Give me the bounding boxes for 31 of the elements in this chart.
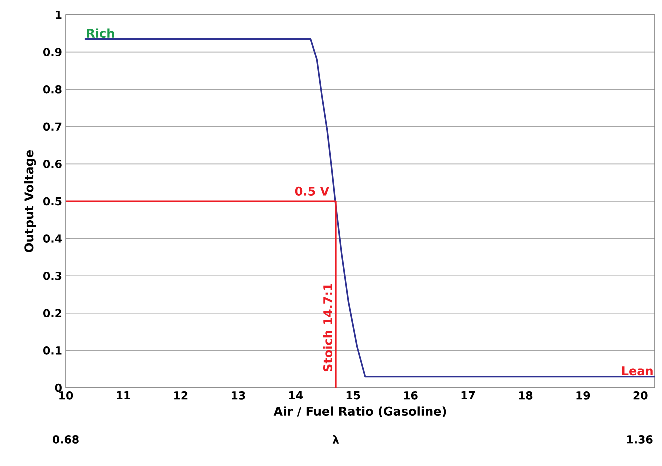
y-tick-label: 0 [55,384,62,392]
x2-tick-label: λ [332,436,340,444]
y-tick-label: 0.1 [44,346,62,355]
x-tick-label: 12 [174,392,188,400]
x-tick-label: 19 [576,392,590,400]
x-axis-title: Air / Fuel Ratio (Gasoline) [274,406,446,418]
y-tick-label: 0.7 [44,122,62,132]
x-tick-label: 18 [519,392,533,400]
ref-line-label: Stoich 14.7:1 [323,284,333,372]
x-tick-label: 20 [634,392,648,400]
x-tick-label: 16 [404,392,418,400]
x2-tick-label: 0.68 [52,436,79,444]
y-tick-label: 0.4 [44,234,62,243]
x-tick-label: 10 [60,392,74,400]
y-tick-label: 0.8 [44,85,62,94]
x-tick-label: 14 [289,392,304,400]
y-axis-title: Output Voltage [24,150,36,252]
x-tick-label: 11 [117,392,130,400]
y-tick-label: 0.6 [44,160,62,168]
x-tick-label: 13 [232,392,246,400]
y-tick-label: 0.5 [44,197,62,206]
y-tick-label: 0.2 [44,309,62,318]
x-tick-label: 15 [346,392,360,400]
x-tick-label: 17 [462,392,476,400]
ref-line-label: 0.5 V [295,186,330,196]
y-tick-label: 0.9 [44,48,62,56]
y-tick-label: 0.3 [44,272,62,280]
annotation: Rich [87,28,114,38]
annotation: Lean [622,366,653,376]
y-tick-label: 1 [56,10,62,20]
x2-tick-label: 1.36 [627,436,653,444]
